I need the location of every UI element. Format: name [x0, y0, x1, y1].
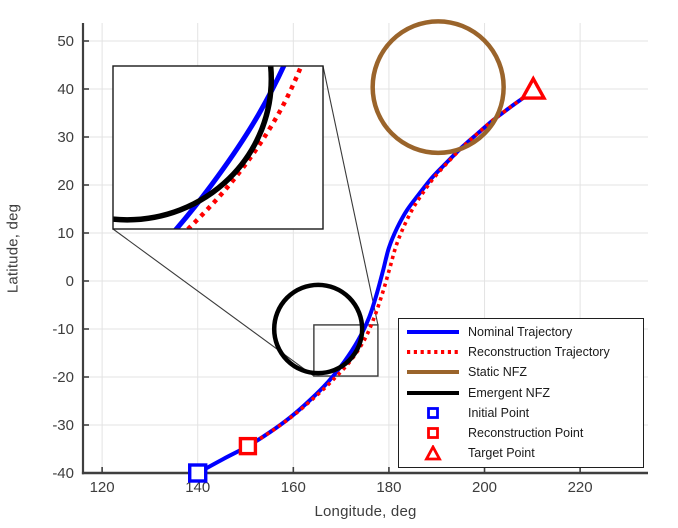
- reconstruction-point-marker: [238, 436, 258, 456]
- legend-entry-label: Nominal Trajectory: [468, 325, 573, 340]
- point-markers: [188, 75, 547, 483]
- zoom-source-rect: [313, 324, 379, 377]
- legend-entry-reconstruction-trajectory: Reconstruction Trajectory: [404, 342, 643, 362]
- legend-entry-label: Reconstruction Point: [468, 426, 584, 441]
- legend-entry-static-nfz: Static NFZ: [404, 362, 643, 382]
- initial-point-marker: [188, 463, 208, 483]
- x-tick-label: 180: [376, 479, 401, 496]
- legend-swatch-line-icon: [407, 350, 459, 355]
- x-axis-label: Longitude, deg: [314, 503, 417, 520]
- x-tick-label: 200: [472, 479, 497, 496]
- emergent-nfz-circle: [271, 282, 365, 376]
- legend-swatch-line-icon: [407, 330, 459, 335]
- y-tick-label: -30: [52, 417, 74, 434]
- static-nfz-circle: [370, 19, 506, 156]
- legend-entry-reconstruction-point: Reconstruction Point: [404, 423, 643, 443]
- y-axis-label: Latitude, deg: [4, 203, 22, 294]
- legend-entry-initial-point: Initial Point: [404, 403, 643, 423]
- y-tick-label: 40: [57, 81, 74, 98]
- legend-entry-emergent-nfz: Emergent NFZ: [404, 383, 643, 403]
- x-tick-label: 120: [90, 479, 115, 496]
- inset-emergent-nfz-circle: [113, 66, 274, 223]
- x-tick-label: 160: [281, 479, 306, 496]
- target-point-marker: [519, 75, 547, 100]
- legend: Nominal Trajectory Reconstruction Traject…: [398, 318, 644, 468]
- legend-entry-label: Target Point: [468, 446, 535, 461]
- x-tick-label: 220: [568, 479, 593, 496]
- legend-swatch-line-icon: [407, 370, 459, 375]
- axes: 120 140 160 180 200 220 -40 -30 -20 -10 0 10 20 30 40 5…: [52, 23, 648, 496]
- legend-entry-nominal-trajectory: Nominal Trajectory: [404, 322, 643, 342]
- y-tick-label: -40: [52, 465, 74, 482]
- inset-border: [112, 65, 324, 230]
- inset-background: [113, 66, 323, 229]
- legend-swatch-square-icon: [427, 427, 439, 439]
- legend-entry-label: Initial Point: [468, 405, 530, 420]
- y-tick-label: 20: [57, 177, 74, 194]
- grid: [83, 23, 648, 474]
- y-tick-label: 30: [57, 129, 74, 146]
- x-tick-label: 140: [185, 479, 210, 496]
- zoom-connector-line: [322, 65, 379, 326]
- legend-swatch-line-icon: [407, 390, 459, 395]
- legend-entry-label: Static NFZ: [468, 365, 528, 380]
- y-tick-label: 0: [66, 273, 74, 290]
- y-tick-label: -20: [52, 369, 74, 386]
- legend-entry-label: Reconstruction Trajectory: [468, 345, 610, 360]
- y-tick-label: 10: [57, 225, 74, 242]
- y-tick-label: 50: [57, 33, 74, 50]
- y-tick-label: -10: [52, 321, 74, 338]
- legend-entry-target-point: Target Point: [404, 443, 643, 463]
- legend-swatch-square-icon: [427, 406, 439, 419]
- legend-swatch-triangle-icon: [424, 445, 442, 461]
- legend-entry-label: Emergent NFZ: [468, 385, 550, 400]
- reconstruction-trajectory-line: [246, 88, 535, 448]
- nominal-trajectory-line: [195, 88, 536, 475]
